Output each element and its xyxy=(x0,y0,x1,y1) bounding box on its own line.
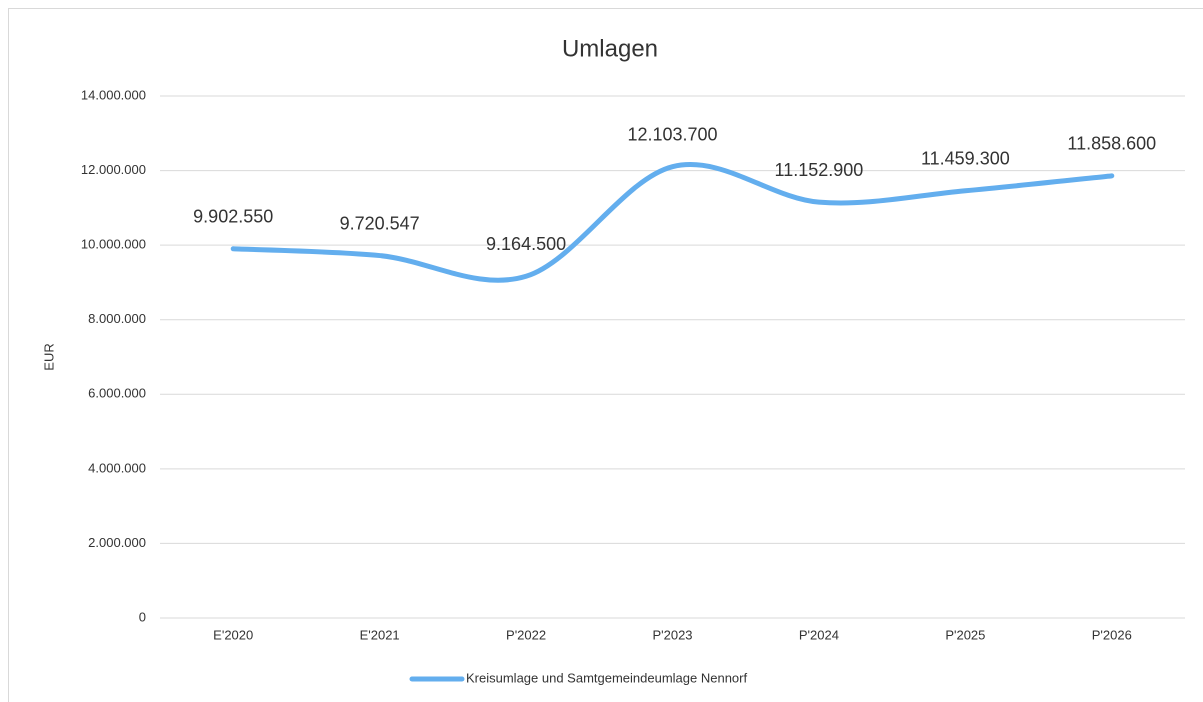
y-tick-label: 6.000.000 xyxy=(88,386,146,401)
y-tick-label: 0 xyxy=(139,609,146,624)
y-tick-label: 10.000.000 xyxy=(81,237,146,252)
series-line xyxy=(230,162,1115,283)
data-label: 12.103.700 xyxy=(627,124,717,144)
data-label: 9.720.547 xyxy=(340,213,420,233)
x-tick-label: P'2025 xyxy=(945,627,985,642)
y-tick-label: 8.000.000 xyxy=(88,311,146,326)
data-label: 9.164.500 xyxy=(486,234,566,254)
x-tick-label: E'2020 xyxy=(213,627,253,642)
x-tick-label: P'2023 xyxy=(652,627,692,642)
data-label: 11.858.600 xyxy=(1067,134,1156,154)
y-tick-label: 4.000.000 xyxy=(88,460,146,475)
legend-label: Kreisumlage und Samtgemeindeumlage Nenno… xyxy=(466,670,747,685)
y-tick-label: 14.000.000 xyxy=(81,87,146,102)
x-tick-label: P'2022 xyxy=(506,627,546,642)
x-tick-label: P'2024 xyxy=(799,627,839,642)
chart-title: Umlagen xyxy=(562,35,658,62)
data-label: 11.459.300 xyxy=(921,148,1010,168)
data-label: 9.902.550 xyxy=(193,207,273,227)
chart-frame xyxy=(8,8,1203,702)
data-label: 11.152.900 xyxy=(775,160,864,180)
x-tick-label: P'2026 xyxy=(1092,627,1132,642)
y-axis-label: EUR xyxy=(41,343,56,370)
y-tick-label: 12.000.000 xyxy=(81,162,146,177)
y-tick-label: 2.000.000 xyxy=(88,535,146,550)
x-tick-label: E'2021 xyxy=(360,627,400,642)
